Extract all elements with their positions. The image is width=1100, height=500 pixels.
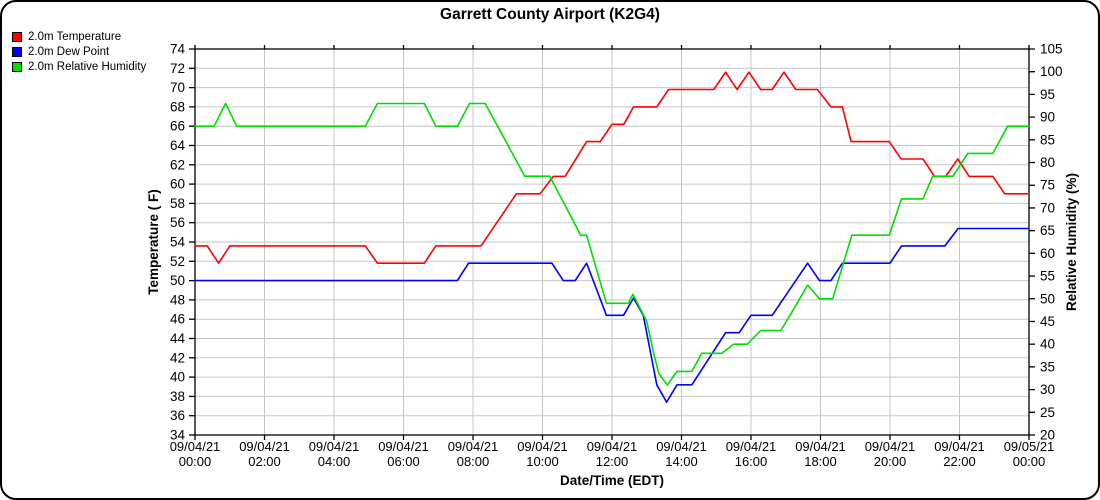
chart-title: Garrett County Airport (K2G4): [440, 6, 660, 23]
x-tick-time-label: 14:00: [665, 454, 698, 469]
right-axis-tick-label: 30: [1040, 382, 1055, 397]
x-tick-date-label: 09/04/21: [517, 439, 568, 454]
left-axis-tick-label: 72: [170, 61, 185, 76]
x-tick-time-label: 18:00: [804, 454, 837, 469]
left-axis-tick-label: 50: [170, 273, 185, 288]
x-tick-date-label: 09/04/21: [656, 439, 707, 454]
y-axis-title-left: Temperature ( F): [146, 189, 161, 295]
right-axis-tick-label: 50: [1040, 291, 1055, 306]
right-axis-tick-label: 100: [1040, 64, 1063, 79]
x-tick-date-label: 09/04/21: [309, 439, 360, 454]
left-axis-tick-label: 44: [170, 331, 186, 346]
right-axis-tick-label: 85: [1040, 132, 1055, 147]
x-tick-time-label: 02:00: [248, 454, 281, 469]
left-axis-tick-label: 62: [170, 157, 185, 172]
legend-item-dew-point: 2.0m Dew Point: [12, 44, 146, 59]
right-axis-tick-label: 35: [1040, 359, 1055, 374]
right-axis-tick-label: 20: [1040, 428, 1055, 443]
x-tick-date-label: 09/04/21: [726, 439, 777, 454]
x-tick-date-label: 09/05/21: [1004, 439, 1055, 454]
left-axis-tick-label: 48: [170, 292, 185, 307]
y-axis-title-right: Relative Humidity (%): [1064, 173, 1079, 311]
legend-label-relative-humidity: 2.0m Relative Humidity: [28, 60, 147, 73]
x-tick-time-label: 00:00: [1013, 454, 1046, 469]
legend-label-dew-point: 2.0m Dew Point: [28, 45, 110, 58]
series-m-relative-humidity-line: [194, 102, 1030, 386]
left-axis-tick-label: 42: [170, 350, 185, 365]
right-axis-tick-label: 45: [1040, 314, 1055, 329]
relative-humidity-swatch-icon: [12, 61, 22, 72]
x-tick-date-label: 09/04/21: [865, 439, 916, 454]
left-axis-tick-label: 36: [170, 408, 185, 423]
right-axis-tick-label: 95: [1040, 87, 1055, 102]
series-m-temperature-line: [194, 71, 1030, 265]
left-axis-tick-label: 56: [170, 215, 185, 230]
series-m-dew-point-line: [194, 227, 1030, 404]
dew-point-swatch-icon: [12, 46, 22, 57]
right-axis-tick-label: 80: [1040, 155, 1055, 170]
right-axis-tick-label: 105: [1040, 42, 1063, 57]
left-axis-tick-label: 66: [170, 119, 185, 134]
left-axis-tick-label: 52: [170, 254, 185, 269]
left-axis-tick-label: 64: [170, 138, 186, 153]
x-tick-time-label: 06:00: [387, 454, 420, 469]
legend-item-temperature: 2.0m Temperature: [12, 29, 146, 44]
x-tick-time-label: 20:00: [874, 454, 907, 469]
legend-item-relative-humidity: 2.0m Relative Humidity: [12, 59, 146, 74]
x-tick-time-label: 16:00: [735, 454, 768, 469]
left-axis-tick-label: 60: [170, 177, 185, 192]
left-axis-tick-label: 70: [170, 80, 185, 95]
left-axis-tick-label: 40: [170, 370, 185, 385]
x-tick-date-label: 09/04/21: [448, 439, 499, 454]
x-axis-title: Date/Time (EDT): [560, 473, 664, 488]
temperature-swatch-icon: [12, 31, 22, 42]
x-tick-date-label: 09/04/21: [239, 439, 290, 454]
left-axis-tick-label: 68: [170, 99, 185, 114]
x-tick-date-label: 09/04/21: [795, 439, 846, 454]
legend-label-temperature: 2.0m Temperature: [28, 30, 122, 43]
left-axis-tick-label: 34: [170, 428, 186, 443]
x-tick-time-label: 10:00: [526, 454, 559, 469]
right-axis-tick-label: 40: [1040, 337, 1055, 352]
x-tick-time-label: 12:00: [596, 454, 629, 469]
x-tick-date-label: 09/04/21: [934, 439, 985, 454]
right-axis-tick-label: 65: [1040, 223, 1055, 238]
left-axis-tick-label: 54: [170, 235, 186, 250]
right-axis-tick-label: 55: [1040, 269, 1055, 284]
x-tick-time-label: 04:00: [318, 454, 351, 469]
right-axis-tick-label: 75: [1040, 178, 1055, 193]
left-axis-tick-label: 58: [170, 196, 185, 211]
left-axis-tick-label: 74: [170, 42, 186, 57]
left-axis-tick-label: 46: [170, 312, 185, 327]
right-axis-tick-label: 70: [1040, 200, 1055, 215]
right-axis-tick-label: 90: [1040, 110, 1055, 125]
x-tick-time-label: 22:00: [943, 454, 976, 469]
right-axis-tick-label: 60: [1040, 246, 1055, 261]
right-axis-tick-label: 25: [1040, 405, 1055, 420]
x-tick-date-label: 09/04/21: [378, 439, 429, 454]
left-axis-tick-label: 38: [170, 389, 185, 404]
x-tick-date-label: 09/04/21: [587, 439, 638, 454]
x-tick-time-label: 08:00: [457, 454, 490, 469]
legend: 2.0m Temperature 2.0m Dew Point 2.0m Rel…: [12, 29, 146, 74]
x-tick-time-label: 00:00: [179, 454, 212, 469]
x-tick-date-label: 09/04/21: [170, 439, 221, 454]
